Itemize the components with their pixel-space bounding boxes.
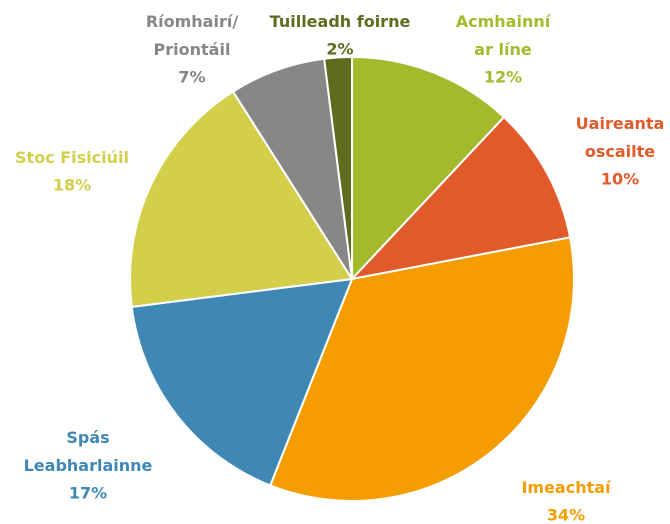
pie-slice [130, 277, 354, 487]
slice-value-label: 17% [69, 484, 107, 503]
slice-value-label: 10% [601, 170, 639, 189]
slice-label: Ríomhairí/Priontáil [146, 12, 239, 59]
pie-slice [351, 55, 506, 282]
slice-label: Uaireanta oscailte [576, 114, 665, 161]
slice-value-label: 12% [484, 68, 522, 87]
slice-label: Imeachtaí [521, 478, 612, 497]
pie-slice [323, 55, 353, 280]
slice-label: Acmhainní ar líne [456, 12, 552, 59]
slice-value-label: 7% [178, 68, 205, 87]
pie-slice [268, 236, 575, 502]
pie-slice [349, 115, 572, 281]
slice-value-label: 2% [326, 40, 353, 59]
pie-slice [129, 90, 354, 308]
slice-value-label: 18% [53, 176, 91, 195]
slice-label: Stoc Fisiciúil [15, 148, 129, 167]
slice-label: Spás Leabharlainne [24, 428, 153, 475]
slice-value-label: 34% [547, 506, 585, 524]
slice-label: Tuilleadh foirne [270, 12, 411, 31]
